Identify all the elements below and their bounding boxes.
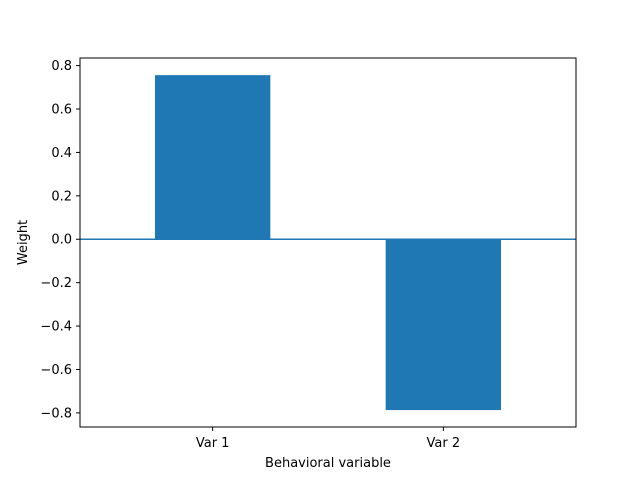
bars-layer [154, 75, 502, 411]
y-tick-label: −0.4 [40, 320, 72, 335]
y-axis-ticks: 0.8 0.6 0.4 0.2 0.0 −0.2 −0.4 −0.6 −0.8 [40, 59, 80, 421]
y-axis-label: Weight [16, 220, 31, 265]
plot-frame [79, 57, 577, 428]
x-tick-label: Var 1 [196, 436, 230, 451]
x-axis-label: Behavioral variable [265, 456, 391, 471]
x-axis-ticks: Var 1 Var 2 [196, 427, 460, 451]
y-tick-label: 0.6 [51, 103, 72, 118]
x-tick-label: Var 2 [427, 436, 461, 451]
y-tick-label: −0.6 [40, 363, 72, 378]
y-tick-label: 0.8 [51, 59, 72, 74]
y-tick-label: −0.8 [40, 406, 72, 421]
y-tick-label: 0.2 [51, 189, 72, 204]
bar-var-2 [385, 239, 502, 411]
y-tick-label: −0.2 [40, 276, 72, 291]
y-tick-label: 0.0 [51, 233, 72, 248]
y-tick-label: 0.4 [51, 146, 72, 161]
bar-var-1 [154, 75, 271, 240]
